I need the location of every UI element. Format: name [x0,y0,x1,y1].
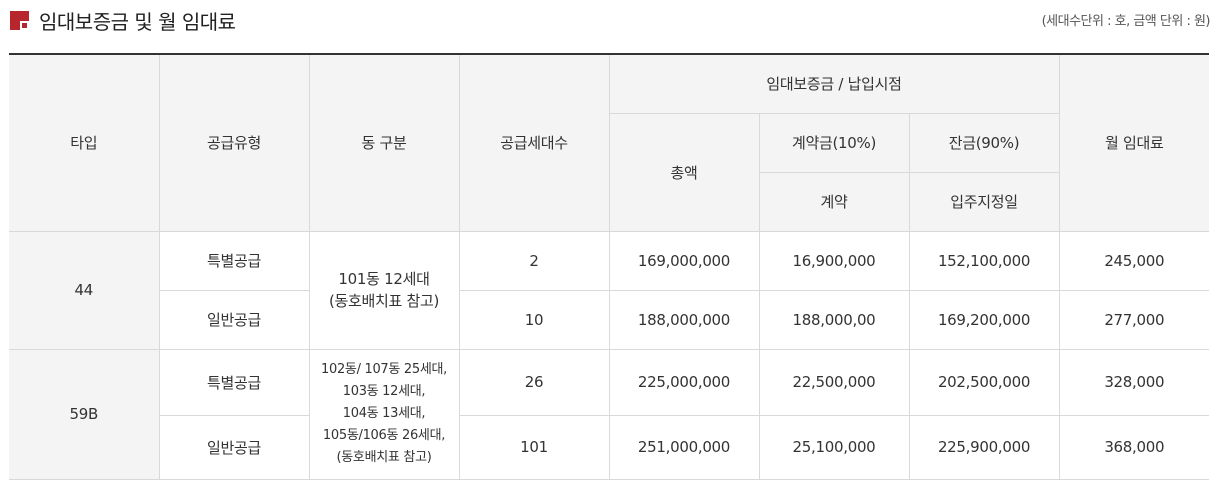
header-row: 타입 공급유형 동 구분 공급세대수 임대보증금 / 납입시점 월 임대료 [9,53,1210,232]
dong-line: 103동 12세대, [342,384,426,399]
table-row: 일반공급 101 251,000,000 25,100,000 225,900,… [9,414,1210,480]
contract-cell: 22,500,000 [758,348,910,416]
balance-cell: 169,200,000 [908,289,1060,350]
header-households: 공급세대수 [458,53,610,232]
contract-cell: 188,000,00 [758,289,910,350]
header-monthly-rent: 월 임대료 [1058,53,1210,232]
rent-cell: 277,000 [1058,289,1210,350]
households-cell: 2 [458,230,610,291]
dong-line: 105동/106동 26세대, [322,428,446,443]
supply-type-cell: 일반공급 [159,414,310,480]
rent-cell: 368,000 [1058,414,1210,480]
table-row: 44 특별공급 101동 12세대 (동호배치표 참고) 2 169,000,0… [9,230,1210,350]
header-row: 계약 입주지정일 [9,171,1209,232]
header-row: 총액 계약금(10%) 잔금(90%) [9,112,1209,232]
households-cell: 10 [458,289,610,350]
header-contract-fee: 계약금(10%) [758,112,910,173]
total-cell: 225,000,000 [608,348,760,416]
dong-cell: 101동 12세대 (동호배치표 참고) [308,230,460,350]
header-total: 총액 [609,112,760,232]
dong-line: 102동/ 107동 25세대, [321,362,447,377]
dong-line: (동호배치표 참고) [328,292,440,310]
total-cell: 251,000,000 [608,414,760,480]
balance-cell: 152,100,000 [908,230,1060,291]
households-cell: 26 [458,348,610,416]
table-row: 일반공급 10 188,000,000 188,000,00 169,200,0… [9,289,1210,350]
dong-line: 104동 13세대, [342,406,426,421]
dong-cell: 102동/ 107동 25세대, 103동 12세대, 104동 13세대, 1… [308,348,460,480]
rent-table: 타입 공급유형 동 구분 공급세대수 임대보증금 / 납입시점 월 임대료 총액… [9,53,1210,480]
header-supply-type: 공급유형 [158,53,310,232]
red-square-bullet-icon [10,11,29,30]
rent-cell: 328,000 [1058,348,1210,416]
total-cell: 169,000,000 [608,230,760,291]
balance-cell: 225,900,000 [908,414,1060,480]
dong-line: (동호배치표 참고) [336,450,432,465]
supply-type-cell: 특별공급 [158,348,310,416]
section-header: 임대보증금 및 월 임대료 (세대수단위 : 호, 금액 단위 : 원) [0,0,1218,40]
page-title: 임대보증금 및 월 임대료 [39,10,236,34]
rent-cell: 245,000 [1058,230,1210,291]
supply-type-cell: 특별공급 [158,230,310,291]
header-balance: 잔금(90%) [908,112,1060,173]
contract-cell: 16,900,000 [758,230,910,291]
households-cell: 101 [458,414,610,480]
unit-note: (세대수단위 : 호, 금액 단위 : 원) [1041,14,1211,29]
total-cell: 188,000,000 [608,289,760,350]
header-deposit-group: 임대보증금 / 납입시점 [608,53,1060,114]
header-type: 타입 [9,53,160,232]
header-contract-timing: 계약 [759,171,910,232]
header-dong: 동 구분 [308,53,460,232]
type-cell: 59B [9,348,160,480]
balance-cell: 202,500,000 [908,348,1060,416]
header-balance-timing: 입주지정일 [908,171,1060,232]
supply-type-cell: 일반공급 [159,289,310,350]
dong-line: 101동 12세대 [338,270,430,288]
contract-cell: 25,100,000 [758,414,910,480]
type-cell: 44 [9,230,160,350]
table-row: 59B 특별공급 102동/ 107동 25세대, 103동 12세대, 104… [9,348,1210,480]
